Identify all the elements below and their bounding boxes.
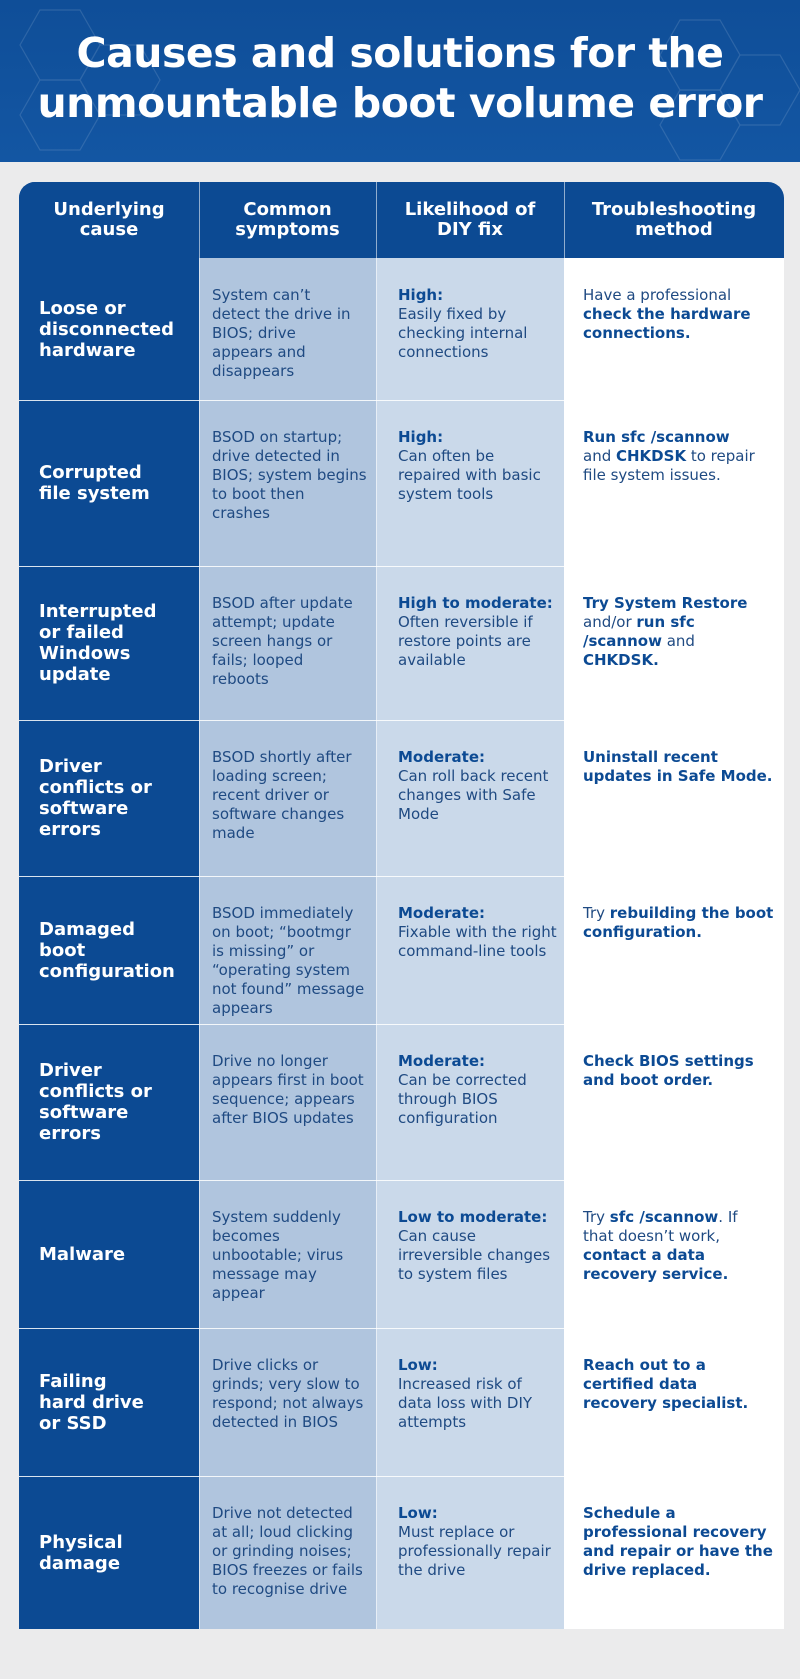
- troubleshooting-text: Check BIOS settings and boot order.: [583, 1052, 754, 1089]
- column-divider: [564, 182, 565, 1629]
- causes-solutions-table: Underlying cause Common symptoms Likelih…: [19, 182, 784, 1629]
- troubleshooting-cell: Have a professional check the hardware c…: [583, 286, 779, 343]
- likelihood-level: Moderate:: [398, 1052, 486, 1070]
- likelihood-level: Low to moderate:: [398, 1208, 548, 1226]
- cause-cell: Physical damage: [39, 1531, 123, 1574]
- symptoms-cell: BSOD on startup; drive detected in BIOS;…: [212, 428, 367, 522]
- symptoms-cell: Drive clicks or grinds; very slow to res…: [212, 1356, 364, 1431]
- troubleshooting-text: CHKDSK: [616, 447, 687, 465]
- column-divider: [199, 182, 200, 1629]
- cause-cell: Corrupted file system: [39, 462, 150, 504]
- troubleshooting-cell: Schedule a professional recovery and rep…: [583, 1504, 779, 1580]
- cause-cell: Failing hard drive or SSD: [39, 1370, 144, 1434]
- cause-cell: Damaged boot configuration: [39, 918, 175, 982]
- symptoms-cell: System suddenly becomes unbootable; viru…: [212, 1208, 344, 1302]
- troubleshooting-text: Try: [583, 904, 610, 922]
- troubleshooting-cell: Try sfc /scannow. If that doesn’t work, …: [583, 1208, 779, 1284]
- troubleshooting-cell: Run sfc /scannow and CHKDSK to repair fi…: [583, 428, 779, 485]
- likelihood-level: Low:: [398, 1504, 438, 1522]
- column-likelihood: [376, 182, 564, 1629]
- cause-cell: Loose or disconnected hardware: [39, 297, 175, 361]
- column-divider: [376, 182, 377, 1629]
- likelihood-description: Can roll back recent changes with Safe M…: [398, 767, 549, 823]
- likelihood-description: Fixable with the right command-line tool…: [398, 923, 557, 960]
- header-underlying-cause: Underlying cause: [53, 199, 165, 240]
- troubleshooting-text: Have a professional: [583, 286, 732, 304]
- troubleshooting-cell: Try rebuilding the boot configuration.: [583, 904, 779, 942]
- troubleshooting-text: Uninstall recent updates in Safe Mode.: [583, 748, 773, 785]
- likelihood-level: Low:: [398, 1356, 438, 1374]
- likelihood-description: Often reversible if restore points are a…: [398, 613, 533, 669]
- likelihood-cell: Low: Must replace or professionally repai…: [398, 1504, 560, 1580]
- symptoms-cell: BSOD immediately on boot; “bootmgr is mi…: [212, 904, 365, 1017]
- likelihood-level: Moderate:: [398, 904, 486, 922]
- likelihood-level: High:: [398, 286, 444, 304]
- troubleshooting-cell: Check BIOS settings and boot order.: [583, 1052, 779, 1090]
- troubleshooting-text: sfc /scannow: [609, 1208, 719, 1226]
- header-common-symptoms: Common symptoms: [235, 199, 340, 240]
- row-divider: [19, 1180, 784, 1181]
- troubleshooting-cell: Reach out to a certified data recovery s…: [583, 1356, 779, 1413]
- likelihood-cell: Low: Increased risk of data loss with DIY…: [398, 1356, 560, 1432]
- likelihood-cell: Moderate: Fixable with the right command-…: [398, 904, 560, 961]
- troubleshooting-cell: Try System Restore and/or run sfc /scann…: [583, 594, 779, 670]
- troubleshooting-text: contact a data recovery service.: [583, 1246, 729, 1283]
- cause-cell: Driver conflicts or software errors: [39, 756, 152, 840]
- header-banner: Causes and solutions for the unmountable…: [0, 0, 800, 162]
- likelihood-cell: Moderate: Can be corrected through BIOS c…: [398, 1052, 560, 1128]
- troubleshooting-cell: Uninstall recent updates in Safe Mode.: [583, 748, 779, 786]
- likelihood-description: Can cause irreversible changes to system…: [398, 1227, 551, 1283]
- row-divider: [19, 876, 784, 877]
- cause-cell: Malware: [39, 1243, 126, 1265]
- hexagon-pattern-background: [19, 9, 800, 161]
- column-underlying-cause: [19, 182, 199, 1629]
- table-header-row: [19, 182, 784, 258]
- troubleshooting-text: Reach out to a certified data recovery s…: [583, 1356, 749, 1412]
- column-common-symptoms: [199, 182, 376, 1629]
- row-divider: [19, 1024, 784, 1025]
- page-title: Causes and solutions for the unmountable…: [37, 29, 763, 127]
- symptoms-cell: BSOD after update attempt; update screen…: [212, 594, 353, 688]
- header-troubleshooting: Troubleshooting method: [591, 199, 757, 240]
- likelihood-description: Must replace or professionally repair th…: [398, 1523, 551, 1579]
- row-divider: [19, 1328, 784, 1329]
- likelihood-description: Can be corrected through BIOS configurat…: [398, 1071, 527, 1127]
- row-divider: [19, 566, 784, 567]
- troubleshooting-text: and: [666, 632, 695, 650]
- troubleshooting-text: and/or: [583, 613, 632, 631]
- troubleshooting-text: Try System Restore: [583, 594, 748, 612]
- troubleshooting-text: rebuilding the boot configuration.: [583, 904, 774, 941]
- likelihood-description: Can often be repaired with basic system …: [398, 447, 541, 503]
- troubleshooting-text: Schedule a professional recovery and rep…: [583, 1504, 773, 1579]
- likelihood-level: Moderate:: [398, 748, 486, 766]
- troubleshooting-text: . If that doesn’t work,: [583, 1208, 738, 1245]
- symptoms-cell: Drive no longer appears first in boot se…: [212, 1052, 364, 1127]
- cause-cell: Interrupted or failed Windows update: [39, 601, 157, 685]
- row-divider: [19, 400, 784, 401]
- likelihood-cell: High to moderate: Often reversible if res…: [398, 594, 560, 670]
- troubleshooting-text: to repair file system issues.: [583, 447, 755, 484]
- troubleshooting-text: check the hardware connections.: [583, 305, 751, 342]
- troubleshooting-text: CHKDSK.: [583, 651, 659, 669]
- troubleshooting-text: and: [583, 447, 612, 465]
- troubleshooting-text: Run sfc /scannow: [583, 428, 730, 446]
- column-troubleshooting: [564, 182, 784, 1629]
- likelihood-cell: Low to moderate: Can cause irreversible c…: [398, 1208, 560, 1284]
- row-divider: [19, 1476, 784, 1477]
- cause-cell: Driver conflicts or software errors: [39, 1060, 152, 1144]
- symptoms-cell: Drive not detected at all; loud clicking…: [212, 1504, 363, 1598]
- likelihood-level: High to moderate:: [398, 594, 553, 612]
- troubleshooting-text: Try: [583, 1208, 610, 1226]
- symptoms-cell: BSOD shortly after loading screen; recen…: [212, 748, 352, 842]
- likelihood-level: High:: [398, 428, 444, 446]
- likelihood-description: Increased risk of data loss with DIY att…: [398, 1375, 533, 1431]
- row-divider: [19, 720, 784, 721]
- likelihood-cell: Moderate: Can roll back recent changes wi…: [398, 748, 560, 824]
- troubleshooting-text: run sfc /scannow: [583, 613, 695, 650]
- header-likelihood: Likelihood of DIY fix: [404, 199, 536, 240]
- likelihood-cell: High: Can often be repaired with basic sy…: [398, 428, 560, 504]
- likelihood-description: Easily fixed by checking internal connec…: [398, 305, 528, 361]
- symptoms-cell: System can’t detect the drive in BIOS; d…: [212, 286, 351, 380]
- likelihood-cell: High: Easily fixed by checking internal c…: [398, 286, 560, 362]
